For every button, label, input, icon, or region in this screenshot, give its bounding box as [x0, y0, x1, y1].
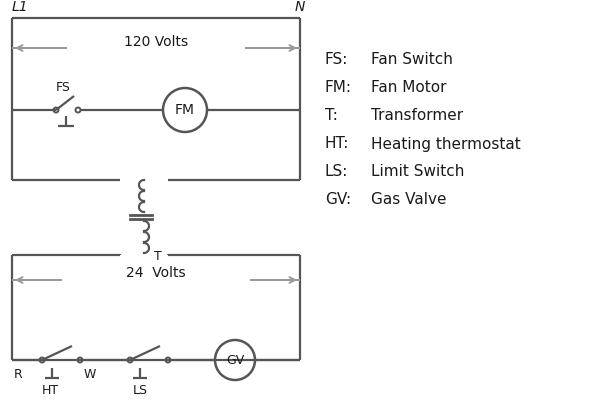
Text: LS:: LS: [325, 164, 348, 180]
Text: FM:: FM: [325, 80, 352, 96]
Text: W: W [84, 368, 96, 381]
Text: FS:: FS: [325, 52, 348, 68]
Text: T:: T: [325, 108, 338, 124]
Text: L1: L1 [12, 0, 29, 14]
Text: Gas Valve: Gas Valve [371, 192, 447, 208]
Text: T: T [154, 250, 162, 263]
Text: Fan Switch: Fan Switch [371, 52, 453, 68]
Text: Transformer: Transformer [371, 108, 463, 124]
Text: R: R [14, 368, 23, 381]
Text: Heating thermostat: Heating thermostat [371, 136, 521, 152]
Text: N: N [295, 0, 305, 14]
Text: Fan Motor: Fan Motor [371, 80, 447, 96]
Text: 120 Volts: 120 Volts [124, 35, 188, 49]
Text: 24  Volts: 24 Volts [126, 266, 186, 280]
Text: GV:: GV: [325, 192, 351, 208]
Text: FM: FM [175, 103, 195, 117]
Text: Limit Switch: Limit Switch [371, 164, 464, 180]
Text: LS: LS [133, 384, 148, 397]
Text: FS: FS [56, 81, 71, 94]
Text: HT:: HT: [325, 136, 349, 152]
Text: HT: HT [41, 384, 58, 397]
Text: GV: GV [226, 354, 244, 366]
